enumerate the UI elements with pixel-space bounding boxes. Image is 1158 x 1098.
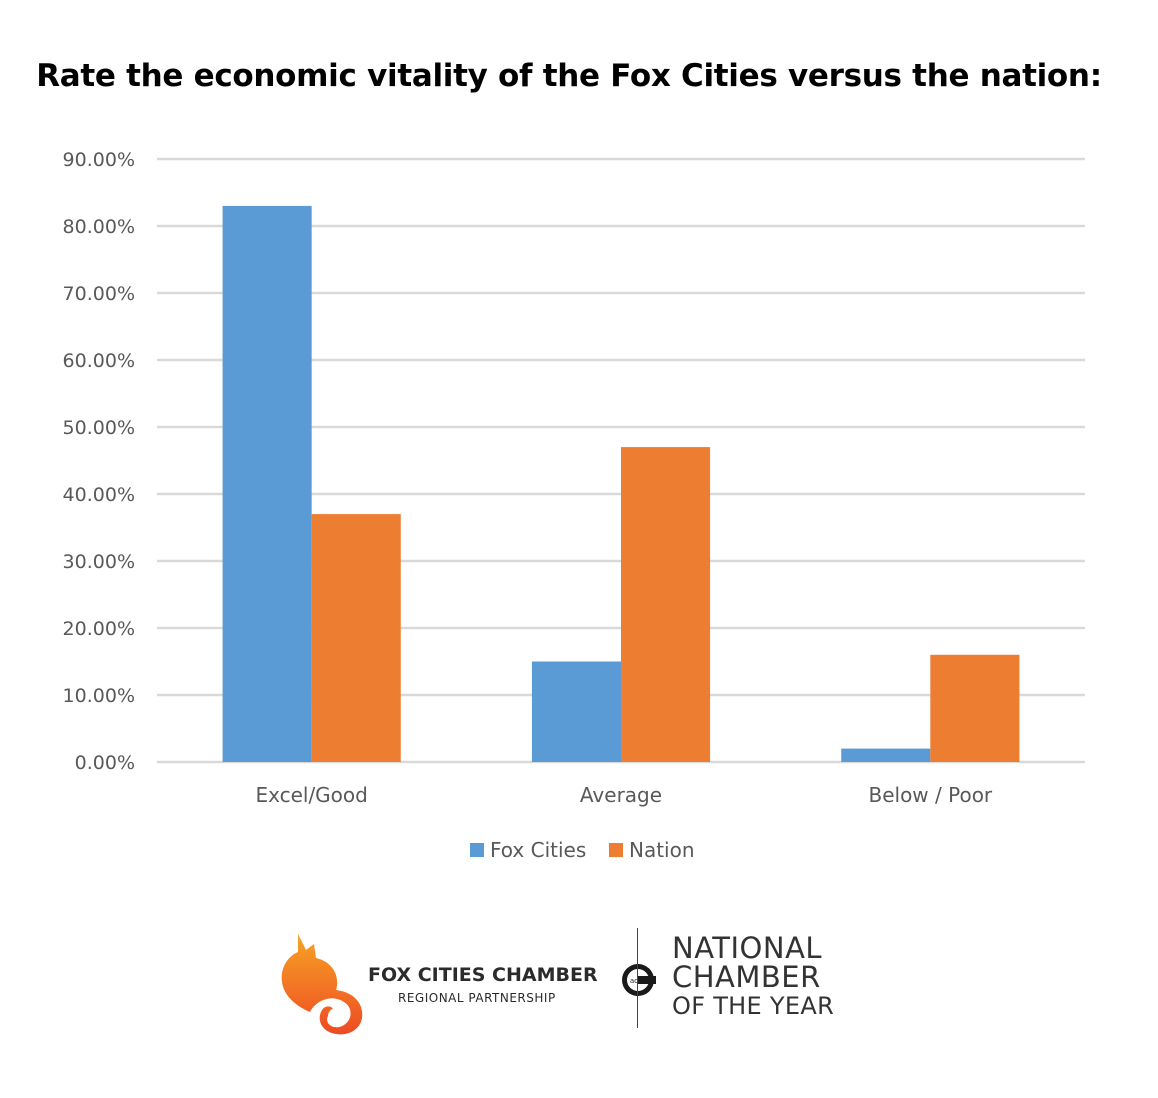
x-axis-categories: Excel/Good Average Below / Poor (255, 783, 992, 807)
legend-label: Fox Cities (490, 838, 586, 862)
legend-swatch-nation (609, 843, 623, 857)
bar-fox-cities-0 (222, 205, 312, 762)
award-line-3: OF THE YEAR (672, 992, 835, 1020)
chamber-name: FOX CITIES CHAMBER (368, 964, 598, 986)
x-category-label: Average (580, 783, 662, 807)
award-text: NATIONAL CHAMBER OF THE YEAR (672, 934, 834, 1021)
y-tick-label: 20.00% (63, 618, 135, 640)
y-tick-label: 40.00% (63, 484, 135, 506)
logo-divider (637, 928, 638, 1028)
bars (222, 205, 1020, 762)
fox-logo-icon (281, 934, 363, 1035)
bar-chart: 0.00% 10.00% 20.00% 30.00% 40.00% 50.00% 60.00… (63, 149, 1085, 862)
y-tick-label: 80.00% (63, 216, 135, 238)
y-tick-label: 70.00% (63, 283, 135, 305)
y-tick-label: 90.00% (63, 149, 135, 171)
award-line-1: NATIONAL (672, 931, 823, 965)
bar-fox-cities-2 (841, 748, 931, 762)
award-line-2: CHAMBER (672, 960, 821, 994)
bar-nation-0 (311, 514, 401, 762)
y-tick-label: 60.00% (63, 350, 135, 372)
x-category-label: Excel/Good (255, 783, 367, 807)
acce-badge-text: acce (630, 977, 646, 985)
bar-nation-1 (621, 447, 711, 762)
y-tick-label: 10.00% (63, 685, 135, 707)
chamber-subtitle: REGIONAL PARTNERSHIP (398, 991, 556, 1005)
bar-nation-2 (930, 654, 1020, 762)
y-tick-label: 30.00% (63, 551, 135, 573)
chart-title: Rate the economic vitality of the Fox Ci… (36, 58, 1102, 94)
legend: Fox Cities Nation (470, 838, 695, 862)
bar-fox-cities-1 (531, 661, 621, 762)
x-category-label: Below / Poor (868, 783, 992, 807)
footer-logos: FOX CITIES CHAMBER REGIONAL PARTNERSHIP … (276, 928, 866, 1036)
legend-swatch-fox-cities (470, 843, 484, 857)
y-axis-ticks: 0.00% 10.00% 20.00% 30.00% 40.00% 50.00% 60.00… (63, 149, 135, 774)
acce-badge-icon: acce (622, 964, 656, 996)
y-tick-label: 0.00% (75, 752, 135, 774)
legend-label: Nation (629, 838, 695, 862)
y-tick-label: 50.00% (63, 417, 135, 439)
